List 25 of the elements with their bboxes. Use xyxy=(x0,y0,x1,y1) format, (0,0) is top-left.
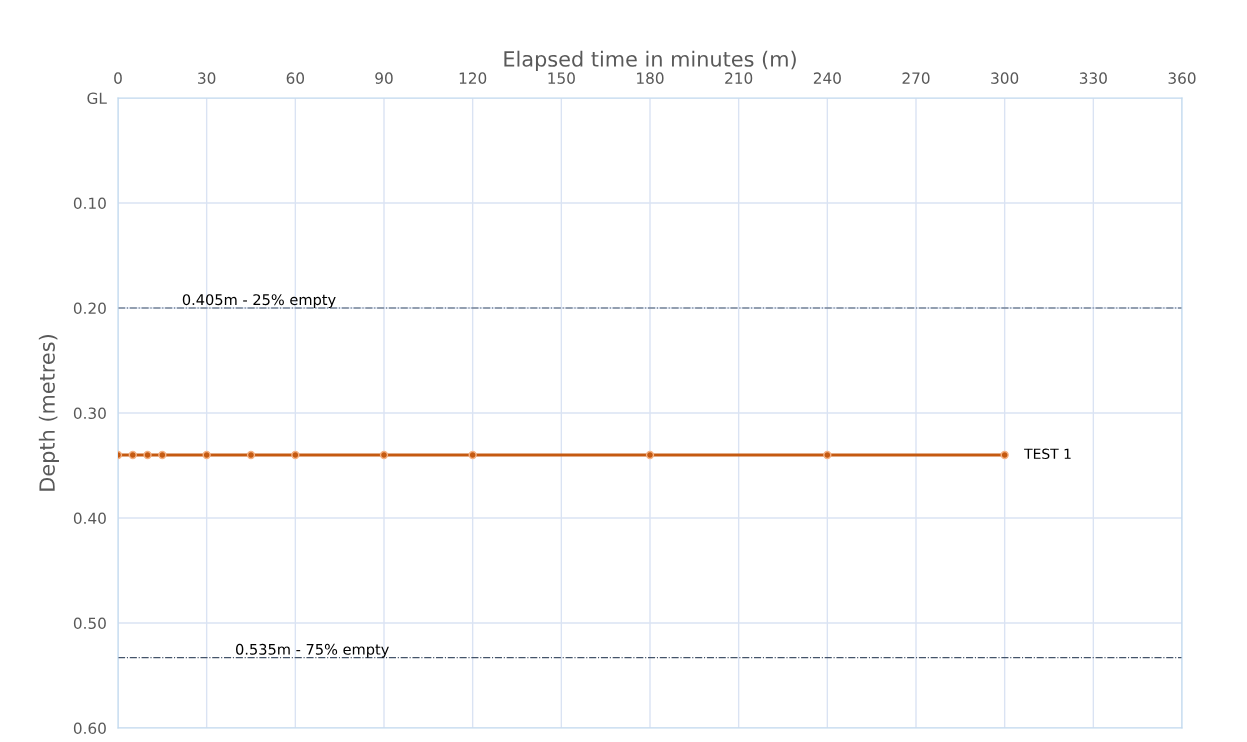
x-tick-label: 240 xyxy=(813,72,841,84)
ref-line-label: 0.535m - 75% empty xyxy=(236,643,389,658)
x-tick-label: 270 xyxy=(902,72,930,84)
y-tick-label: 0.40 xyxy=(73,512,106,525)
x-tick-label: 330 xyxy=(1079,72,1107,84)
y-tick-label: 0.50 xyxy=(73,617,106,630)
x-tick-label: 120 xyxy=(459,72,487,84)
x-tick-label: 180 xyxy=(637,72,664,84)
ref-line-label: 0.405m - 25% empty xyxy=(182,294,336,308)
y-tick-label: 0.20 xyxy=(73,302,106,315)
y-tick-label: 0.60 xyxy=(73,722,106,735)
x-tick-label: 210 xyxy=(725,72,753,84)
x-tick-label: 300 xyxy=(991,72,1019,84)
x-axis-title: Elapsed time in minutes (m) xyxy=(504,50,796,71)
x-tick-label: 60 xyxy=(286,72,305,84)
x-tick-label: 150 xyxy=(548,72,575,84)
x-tick-label: 30 xyxy=(198,72,216,84)
x-tick-label: 360 xyxy=(1168,72,1196,84)
y-tick-label: GL xyxy=(87,92,107,105)
x-tick-label: 90 xyxy=(375,72,393,84)
series-label: TEST 1 xyxy=(1024,448,1071,460)
x-tick-label: 0 xyxy=(114,72,122,84)
y-axis-title: Depth (metres) xyxy=(38,335,59,491)
y-tick-label: 0.10 xyxy=(73,197,106,210)
y-tick-label: 0.30 xyxy=(73,407,106,420)
